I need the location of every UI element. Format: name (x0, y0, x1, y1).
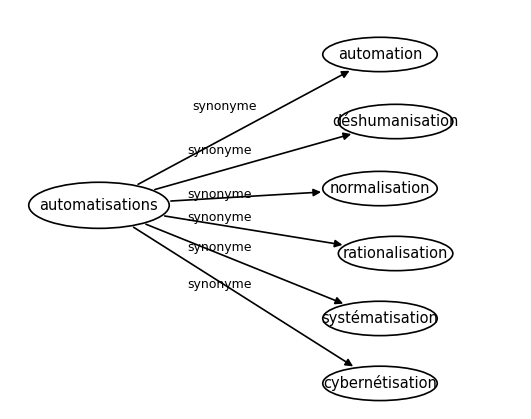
Ellipse shape (323, 366, 437, 401)
Text: synonyme: synonyme (187, 144, 252, 158)
Text: synonyme: synonyme (187, 241, 252, 254)
Text: synonyme: synonyme (187, 188, 252, 202)
Ellipse shape (323, 301, 437, 336)
Text: synonyme: synonyme (187, 211, 252, 225)
Text: rationalisation: rationalisation (343, 246, 448, 261)
Text: déshumanisation: déshumanisation (332, 114, 459, 129)
Text: automatisations: automatisations (40, 198, 158, 213)
Ellipse shape (323, 171, 437, 206)
Text: synonyme: synonyme (193, 100, 257, 114)
Text: normalisation: normalisation (330, 181, 430, 196)
Ellipse shape (323, 37, 437, 72)
Text: automation: automation (338, 47, 422, 62)
Ellipse shape (29, 182, 169, 228)
Text: cybernétisation: cybernétisation (323, 375, 437, 391)
Text: synonyme: synonyme (187, 278, 252, 292)
Ellipse shape (338, 236, 453, 271)
Text: systématisation: systématisation (322, 310, 439, 326)
Ellipse shape (338, 104, 453, 139)
